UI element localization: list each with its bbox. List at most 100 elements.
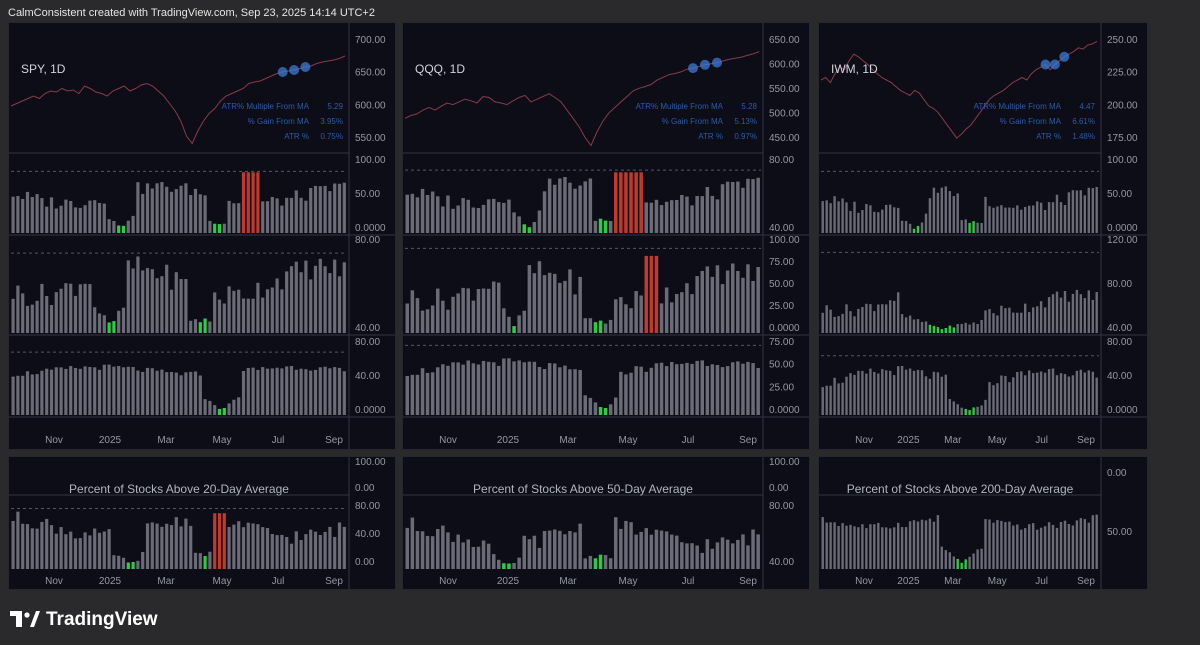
qqq-sub0-bar	[436, 196, 440, 233]
qqq-sub1-bar	[527, 265, 532, 333]
spy-sub1-bar	[93, 307, 97, 333]
spy-sub1-bar	[337, 276, 342, 333]
spy-sub1-bar	[131, 268, 135, 333]
spy-chart-svg[interactable]: SPY, 1D ATR% Multiple From MA 5.29 % Gain F…	[9, 23, 395, 449]
spy-sub2-axis-label: 80.00	[355, 337, 380, 348]
iwm-sub0-bar	[908, 223, 912, 233]
pct200-bar	[1047, 522, 1051, 569]
iwm-sub0-bar	[869, 205, 872, 233]
qqq-sub1-bar	[634, 291, 638, 333]
iwm-sub1-axis-label: 80.00	[1107, 279, 1132, 290]
iwm-symbol-label: IWM, 1D	[831, 62, 878, 76]
iwm-sub1-bar	[980, 320, 983, 333]
qqq-sub2-bar	[664, 366, 669, 415]
iwm-sub1-bar	[1083, 298, 1086, 333]
qqq-sub0-bar	[593, 220, 598, 233]
qqq-sub1-bar	[639, 295, 643, 333]
tradingview-logo[interactable]: TradingView	[10, 609, 158, 631]
spy-sub0-bar	[342, 182, 346, 233]
spy-sub2-bar	[280, 368, 284, 415]
pct20-axis-label: 40.00	[355, 529, 380, 540]
pct50-top-axis-label: 100.00	[769, 457, 800, 468]
pct20-bar	[333, 536, 337, 569]
spy-sub0-bar	[49, 197, 54, 233]
qqq-sub2-bar	[720, 367, 725, 415]
spy-sub1-bar	[323, 266, 327, 333]
qqq-sub1-bar	[736, 271, 740, 333]
iwm-sub2-bar	[920, 370, 924, 415]
iwm-sub2-bar	[873, 372, 876, 415]
iwm-sub2-bar	[976, 406, 979, 415]
qqq-sub0-bar	[456, 205, 460, 233]
spy-sub0-bar	[102, 203, 106, 233]
iwm-sub0-bar	[976, 222, 979, 233]
spy-sub2-bar	[25, 371, 30, 415]
pct20-bar	[69, 531, 73, 569]
iwm-sub2-bar	[845, 376, 848, 415]
spy-sub1-bar	[64, 283, 68, 333]
iwm-sub0-bar	[1083, 195, 1086, 233]
pct50-bar	[481, 540, 486, 569]
qqq-sub2-bar	[598, 407, 603, 415]
qqq-sub0-bar	[578, 185, 582, 233]
pct200-bar	[952, 556, 955, 569]
qqq-sub0-bar	[725, 181, 730, 233]
iwm-chart-panel[interactable]: IWM, 1D ATR% Multiple From MA 4.47 % Gain F…	[818, 22, 1148, 450]
pct20-chart-svg[interactable]: 100.00 0.00 Percent of Stocks Above 20-Day…	[9, 457, 395, 589]
pct50-bar	[639, 531, 643, 569]
pct20-bar	[193, 552, 198, 569]
qqq-sub2-bar	[568, 369, 572, 415]
pct20-bar	[83, 532, 87, 569]
pct200-chart-svg[interactable]: 0.00 Percent of Stocks Above 200-Day Aver…	[819, 457, 1147, 589]
qqq-sub0-bar	[415, 197, 420, 233]
pct50-chart-svg[interactable]: 100.00 0.00 Percent of Stocks Above 50-Day…	[403, 457, 809, 589]
pct200-bar	[829, 522, 832, 569]
pct200-bar	[1012, 525, 1015, 569]
qqq-sub2-bar	[731, 362, 735, 415]
pct20-bar	[136, 560, 140, 569]
spy-sub1-bar	[107, 322, 111, 333]
pct50-chart-panel[interactable]: 100.00 0.00 Percent of Stocks Above 50-Day…	[402, 456, 810, 590]
iwm-sub0-bar	[1043, 210, 1047, 233]
qqq-sub1-bar	[608, 319, 613, 333]
pct200-bar	[908, 521, 912, 569]
pct50-bar	[436, 529, 440, 569]
pct20-bar	[155, 523, 159, 569]
pct20-bar	[304, 534, 308, 569]
pct20-bar	[280, 534, 284, 569]
iwm-sub2-bar	[968, 410, 971, 415]
spy-sub1-bar	[217, 299, 222, 333]
spy-sub1-bar	[21, 293, 25, 333]
iwm-info-label: ATR %	[1036, 132, 1061, 141]
qqq-price-axis-label: 600.00	[769, 60, 800, 71]
spy-sub0-bar	[145, 183, 150, 233]
iwm-chart-svg[interactable]: IWM, 1D ATR% Multiple From MA 4.47 % Gain F…	[819, 23, 1147, 449]
iwm-sub2-bar	[972, 407, 975, 415]
pct50-bar	[537, 547, 542, 569]
qqq-sub1-bar	[603, 323, 608, 333]
iwm-sub0-bar	[928, 198, 932, 233]
qqq-sub2-bar	[420, 368, 425, 415]
iwm-x-label: May	[988, 435, 1007, 446]
qqq-info-value: 0.97%	[734, 132, 757, 141]
qqq-sub1-axis-label: 75.00	[769, 257, 794, 268]
qqq-sub2-bar	[410, 374, 415, 415]
iwm-sub1-bar	[889, 300, 892, 333]
qqq-chart-panel[interactable]: QQQ, 1D ATR% Multiple From MA 5.28 % Gain F…	[402, 22, 810, 450]
pct200-bar	[1055, 527, 1059, 569]
pct50-bar	[420, 531, 425, 569]
spy-sub2-bar	[93, 367, 97, 415]
pct20-chart-panel[interactable]: 100.00 0.00 Percent of Stocks Above 20-Day…	[8, 456, 396, 590]
spy-sub1-bar	[174, 272, 178, 333]
iwm-sub1-bar	[1008, 307, 1011, 333]
spy-sub2-bar	[309, 370, 313, 415]
pct50-bar	[731, 543, 735, 569]
qqq-chart-svg[interactable]: QQQ, 1D ATR% Multiple From MA 5.28 % Gain F…	[403, 23, 809, 449]
pct200-chart-panel[interactable]: 0.00 Percent of Stocks Above 200-Day Aver…	[818, 456, 1148, 590]
spy-sub2-bar	[35, 374, 39, 415]
pct50-bar	[446, 532, 450, 569]
iwm-sub1-bar	[1036, 306, 1039, 333]
spy-chart-panel[interactable]: SPY, 1D ATR% Multiple From MA 5.29 % Gain F…	[8, 22, 396, 450]
spy-sub1-bar	[184, 279, 188, 333]
iwm-sub0-bar	[912, 228, 916, 233]
